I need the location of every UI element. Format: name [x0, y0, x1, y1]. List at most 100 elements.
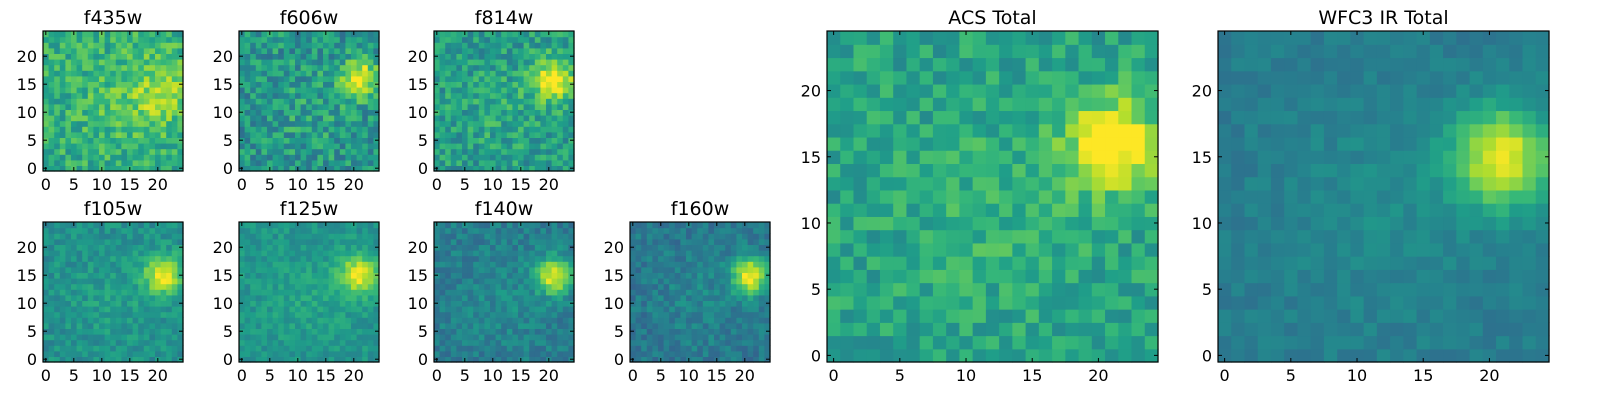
heatmap-cell: [495, 31, 502, 38]
heatmap-cell: [127, 261, 134, 268]
heatmap-cell: [99, 345, 106, 352]
heatmap-cell: [827, 229, 841, 244]
heatmap-cell: [317, 47, 324, 54]
heatmap-cell: [630, 283, 637, 290]
heatmap-cell: [562, 120, 569, 127]
heatmap-cell: [669, 328, 676, 335]
heatmap-cell: [104, 250, 111, 257]
heatmap-cell: [54, 255, 61, 262]
heatmap-cell: [261, 278, 268, 285]
heatmap-cell: [261, 294, 268, 301]
heatmap-cell: [76, 222, 83, 229]
heatmap-cell: [155, 148, 162, 155]
heatmap-cell: [736, 317, 743, 324]
heatmap-cell: [345, 306, 352, 313]
heatmap-cell: [323, 36, 330, 43]
heatmap-cell: [490, 339, 497, 346]
heatmap-cell: [534, 109, 541, 116]
heatmap-cell: [512, 345, 519, 352]
heatmap-cell: [736, 238, 743, 245]
heatmap-cell: [434, 47, 441, 54]
heatmap-cell: [551, 81, 558, 88]
heatmap-cell: [177, 250, 184, 257]
heatmap-cell: [93, 103, 100, 110]
heatmap-cell: [753, 350, 760, 357]
heatmap-cell: [272, 322, 279, 329]
heatmap-cell: [719, 300, 726, 307]
heatmap-cell: [138, 70, 145, 77]
heatmap-cell: [546, 120, 553, 127]
heatmap-cell: [339, 81, 346, 88]
heatmap-cell: [99, 120, 106, 127]
heatmap-cell: [373, 126, 380, 133]
heatmap-cell: [250, 36, 257, 43]
heatmap-cell: [149, 255, 156, 262]
heatmap-cell: [334, 115, 341, 122]
heatmap-cell: [719, 222, 726, 229]
heatmap-cell: [456, 222, 463, 229]
heatmap-cell: [48, 222, 55, 229]
heatmap-cell: [166, 87, 173, 94]
heatmap-cell: [495, 322, 502, 329]
heatmap-cell: [115, 272, 122, 279]
heatmap-cell: [261, 311, 268, 318]
heatmap-cell: [104, 154, 111, 161]
heatmap-cell: [278, 345, 285, 352]
heatmap-cell: [540, 42, 547, 49]
heatmap-cell: [328, 143, 335, 150]
heatmap-cell: [462, 53, 469, 60]
heatmap-cell: [512, 59, 519, 66]
heatmap-cell: [239, 120, 246, 127]
heatmap-cell: [1118, 242, 1133, 257]
heatmap-cell: [311, 227, 318, 234]
heatmap-cell: [127, 154, 134, 161]
heatmap-cell: [138, 42, 145, 49]
heatmap-cell: [143, 317, 150, 324]
heatmap-cell: [758, 283, 765, 290]
heatmap-cell: [334, 70, 341, 77]
heatmap-cell: [54, 311, 61, 318]
heatmap-cell: [351, 306, 358, 313]
heatmap-cell: [879, 163, 894, 178]
heatmap-cell: [663, 322, 670, 329]
heatmap-cell: [919, 348, 934, 363]
heatmap-cell: [501, 272, 508, 279]
heatmap-cell: [708, 300, 715, 307]
heatmap-cell: [278, 92, 285, 99]
heatmap-cell: [356, 311, 363, 318]
heatmap-cell: [48, 317, 55, 324]
heatmap-cell: [149, 278, 156, 285]
heatmap-cell: [546, 266, 553, 273]
heatmap-cell: [54, 143, 61, 150]
heatmap-cell: [551, 165, 558, 172]
heatmap-cell: [467, 120, 474, 127]
heatmap-cell: [255, 261, 262, 268]
heatmap-cell: [540, 334, 547, 341]
heatmap-cell: [439, 98, 446, 105]
heatmap-cell: [334, 75, 341, 82]
heatmap-cell: [283, 317, 290, 324]
heatmap-cell: [82, 311, 89, 318]
heatmap-cell: [166, 53, 173, 60]
heatmap-cell: [54, 300, 61, 307]
heatmap-cell: [747, 300, 754, 307]
heatmap-cell: [445, 294, 452, 301]
heatmap-cell: [345, 137, 352, 144]
heatmap-cell: [283, 306, 290, 313]
heatmap-cell: [1118, 282, 1133, 297]
heatmap-cell: [1131, 309, 1146, 323]
heatmap-cell: [345, 59, 352, 66]
heatmap-cell: [255, 131, 262, 138]
heatmap-cell: [334, 306, 341, 313]
heatmap-cell: [512, 328, 519, 335]
heatmap-cell: [71, 261, 78, 268]
heatmap-cell: [501, 154, 508, 161]
heatmap-cell: [244, 137, 251, 144]
heatmap-cell: [171, 345, 178, 352]
heatmap-cell: [467, 345, 474, 352]
heatmap-cell: [283, 294, 290, 301]
heatmap-cell: [121, 317, 128, 324]
heatmap-cell: [641, 289, 648, 296]
axes-frame: [42, 30, 184, 172]
heatmap-cell: [177, 345, 184, 352]
